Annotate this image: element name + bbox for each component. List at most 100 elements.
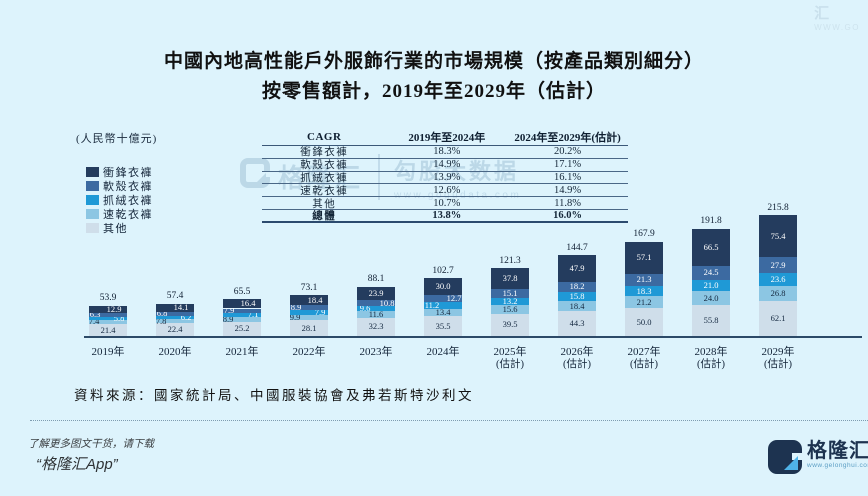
segment-value-label: 28.1	[301, 322, 317, 333]
footer-app-name: “格隆汇App”	[36, 456, 118, 473]
segment-value-label: 22.4	[167, 324, 183, 335]
bar-total-label: 215.8	[767, 202, 789, 213]
legend-item-ruanke: 軟殼衣褲	[86, 179, 153, 193]
x-axis-label: 2029年	[761, 346, 795, 358]
segment-value-label: 6.3	[89, 309, 101, 320]
segment-value-label: 18.4	[569, 300, 585, 311]
segment-value-label: 16.4	[240, 298, 256, 309]
bar-segment	[89, 324, 127, 336]
x-axis-label: 2023年	[359, 346, 393, 358]
bar-total-label: 102.7	[432, 265, 454, 276]
segment-value-label: 57.1	[636, 252, 652, 263]
legend-item-chongfeng: 衝鋒衣褲	[86, 165, 153, 179]
segment-value-label: 15.1	[502, 288, 518, 299]
x-axis-label: 2021年	[225, 346, 259, 358]
cagr-table-row-total: 總體 13.8% 16.0%	[262, 210, 628, 223]
segment-value-label: 14.1	[173, 302, 189, 313]
segment-value-label: 8.9	[290, 302, 302, 313]
gelonghui-logo-icon	[768, 440, 802, 474]
bar-total-label: 144.7	[566, 242, 588, 253]
x-axis-label: 2027年	[627, 346, 661, 358]
segment-value-label: 12.9	[106, 303, 122, 314]
bar-segment	[156, 323, 194, 336]
bar-segment	[759, 215, 797, 258]
bar-segment	[558, 292, 596, 301]
chart-legend: 衝鋒衣褲 軟殼衣褲 抓絨衣褲 速乾衣褲 其他	[86, 165, 153, 235]
bar-total-label: 65.5	[233, 286, 251, 297]
segment-value-label: 21.2	[636, 296, 652, 307]
segment-value-label: 6.8	[156, 308, 168, 319]
bar-total-label: 121.3	[499, 255, 521, 266]
segment-value-label: 25.2	[234, 323, 250, 334]
bar-segment	[223, 321, 261, 336]
bar-total-label: 167.9	[633, 229, 655, 240]
y-axis-unit-label: (人民幣十億元)	[76, 133, 158, 145]
legend-swatch-icon	[86, 166, 99, 177]
x-axis-label-note: (估計)	[563, 359, 591, 370]
segment-value-label: 37.8	[502, 273, 518, 284]
bar-segment	[625, 308, 663, 336]
segment-value-label: 6.2	[180, 311, 192, 322]
bar-segment	[759, 257, 797, 273]
bar-segment	[223, 312, 261, 317]
bar-segment	[491, 268, 529, 290]
bar-segment	[625, 285, 663, 297]
bar-segment	[89, 313, 127, 317]
bar-segment	[692, 291, 730, 305]
segment-value-label: 75.4	[770, 230, 786, 241]
brand-logo: 格隆汇 www.gelonghui.com	[768, 440, 868, 474]
bar-segment	[223, 299, 261, 309]
segment-value-label: 13.2	[502, 295, 518, 306]
segment-value-label: 11.2	[424, 299, 440, 310]
footer-divider	[30, 420, 868, 421]
segment-value-label: 11.6	[368, 309, 384, 320]
segment-value-label: 32.3	[368, 321, 384, 332]
page-title-line1: 中國內地高性能戶外服飾行業的市場規模（按產品類別細分）	[163, 51, 704, 72]
bar-segment	[692, 304, 730, 336]
cagr-table-header: CAGR 2019年至2024年 2024年至2029年(估計)	[262, 128, 628, 146]
bar-segment	[424, 308, 462, 317]
segment-value-label: 39.5	[502, 319, 518, 330]
bar-segment	[156, 319, 194, 324]
segment-value-label: 27.9	[770, 259, 786, 270]
segment-value-label: 13.4	[435, 306, 451, 317]
legend-item-qita: 其他	[86, 221, 153, 235]
segment-value-label: 21.4	[100, 324, 116, 335]
x-axis-line	[84, 336, 862, 338]
bar-total-label: 53.9	[99, 293, 117, 304]
bar-segment	[625, 273, 663, 286]
legend-swatch-icon	[86, 194, 99, 205]
bar-segment	[357, 311, 395, 318]
bar-segment	[491, 289, 529, 298]
bar-segment	[692, 279, 730, 292]
bar-segment	[89, 316, 127, 320]
bar-segment	[156, 315, 194, 320]
segment-value-label: 15.8	[569, 290, 585, 301]
gelonghui-logo-icon	[240, 158, 270, 188]
source-note: 資料來源：國家統計局、中國服裝協會及弗若斯特沙利文	[74, 388, 474, 403]
bar-segment	[692, 228, 730, 266]
segment-value-label: 55.8	[703, 314, 719, 325]
bar-segment	[89, 305, 127, 314]
segment-value-label: 50.0	[636, 316, 652, 327]
segment-value-label: 21.3	[636, 274, 652, 285]
watermark-brand-text: 格隆汇	[278, 163, 363, 193]
page-title-line2: 按零售額計，2019年至2029年（估計）	[261, 81, 606, 102]
bar-segment	[759, 301, 797, 336]
segment-value-label: 24.5	[703, 267, 719, 278]
bar-segment	[357, 317, 395, 336]
bar-segment	[558, 281, 596, 293]
bar-segment	[290, 305, 328, 311]
watermark-top-right: 汇 WWW.GO	[814, 5, 860, 32]
segment-value-label: 7.9	[314, 307, 326, 317]
bar-segment	[558, 311, 596, 336]
segment-value-label: 23.6	[770, 274, 786, 285]
bar-segment	[357, 306, 395, 312]
bar-segment	[491, 305, 529, 314]
brand-name: 格隆汇	[807, 440, 868, 462]
bar-segment	[424, 278, 462, 296]
bar-segment	[424, 295, 462, 303]
x-axis-label: 2020年	[158, 346, 192, 358]
